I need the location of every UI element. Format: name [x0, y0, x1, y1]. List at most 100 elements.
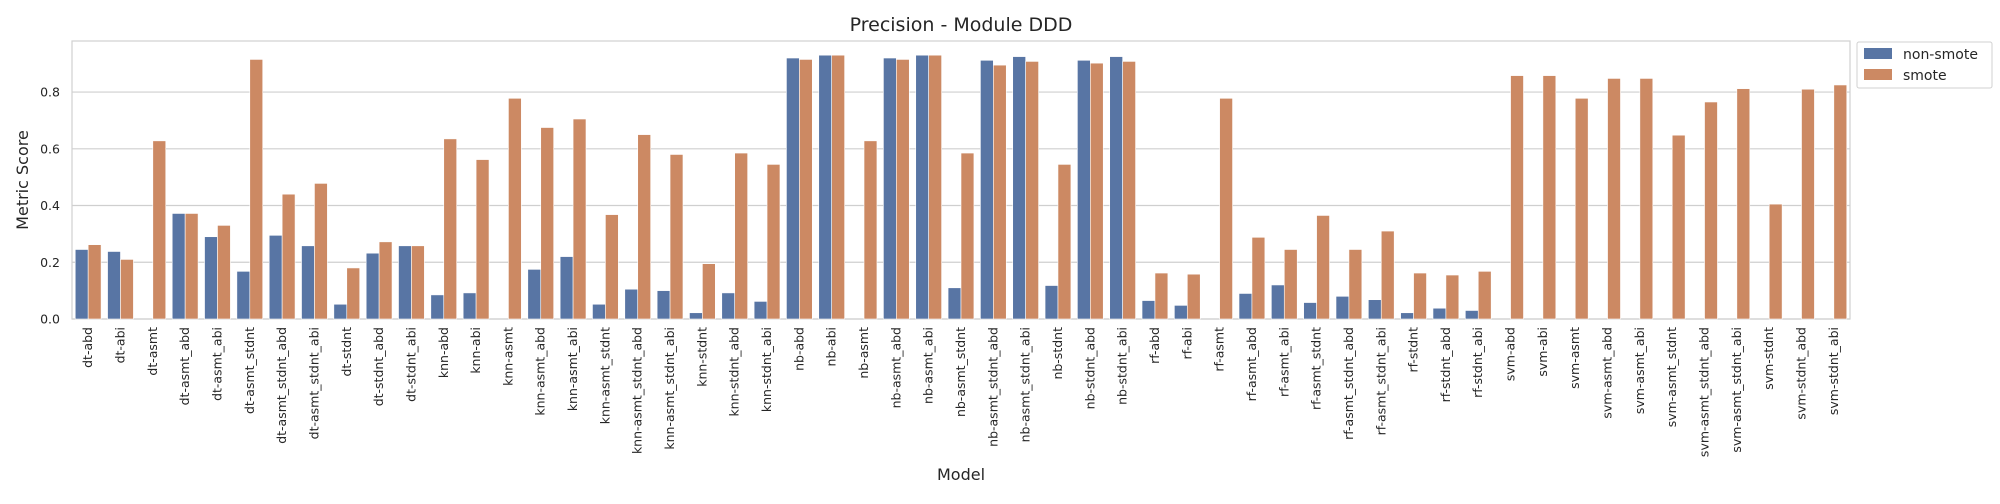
x-tick-label-svm-asmt-stdnt: svm-asmt_stdnt — [1664, 327, 1679, 427]
x-tick-label-svm-asmt-stdnt-abi: svm-asmt_stdnt_abi — [1729, 327, 1744, 453]
x-tick-label-rf-stdnt-abd: rf-stdnt_abd — [1438, 327, 1453, 402]
legend-label-smote: smote — [1903, 68, 1947, 84]
bar-non-smote-dt-asmt-abd — [171, 213, 186, 320]
x-tick-label-svm-asmt: svm-asmt — [1567, 327, 1582, 389]
bar-non-smote-nb-asmt-abd — [883, 57, 897, 320]
bar-smote-rf-asmt-stdnt-abi — [1380, 230, 1395, 320]
bar-smote-knn-asmt-stdnt-abd — [637, 134, 651, 320]
x-tick-label-dt-asmt-stdnt-abd: dt-asmt_stdnt_abd — [274, 327, 289, 444]
bar-smote-rf-asmt — [1219, 98, 1233, 320]
bar-smote-knn-asmt-stdnt — [605, 214, 619, 320]
x-tick-label-nb-abd: nb-abd — [791, 327, 806, 371]
chart-title: Precision - Module DDD — [850, 14, 1073, 36]
x-tick-label-nb-asmt-stdnt-abi: nb-asmt_stdnt_abi — [1018, 327, 1033, 442]
bar-non-smote-dt-abi — [107, 251, 121, 320]
bar-smote-dt-stdnt-abd — [378, 241, 393, 320]
x-tick-label-nb-stdnt: nb-stdnt — [1050, 327, 1065, 380]
x-tick-label-rf-asmt-abi: rf-asmt_abi — [1276, 327, 1291, 397]
x-tick-label-svm-stdnt-abi: svm-stdnt_abi — [1826, 327, 1841, 415]
bar-non-smote-dt-stdnt — [333, 303, 348, 320]
y-tick-label-4: 0.8 — [40, 85, 60, 100]
x-tick-label-nb-asmt-stdnt-abd: nb-asmt_stdnt_abd — [985, 327, 1000, 447]
x-tick-label-dt-asmt: dt-asmt — [145, 327, 160, 376]
x-tick-label-nb-asmt-stdnt: nb-asmt_stdnt — [953, 327, 968, 417]
legend-swatch-non-smote — [1864, 48, 1892, 59]
bar-non-smote-dt-asmt-stdnt — [236, 271, 251, 320]
bar-smote-nb-asmt-abi — [928, 54, 942, 320]
bar-non-smote-rf-abi — [1174, 305, 1188, 320]
x-tick-label-dt-stdnt-abi: dt-stdnt_abi — [403, 327, 418, 402]
bar-smote-svm-stdnt-abd — [1801, 88, 1815, 320]
x-tick-label-rf-asmt-stdnt-abi: rf-asmt_stdnt_abi — [1373, 327, 1388, 435]
bar-non-smote-nb-stdnt — [1044, 285, 1059, 320]
bar-smote-knn-abd — [443, 138, 457, 320]
x-tick-label-nb-abi: nb-abi — [824, 327, 839, 366]
bar-smote-knn-stdnt-abi — [766, 164, 781, 320]
bar-non-smote-nb-asmt-stdnt-abi — [1012, 56, 1026, 320]
x-tick-label-svm-abi: svm-abi — [1535, 327, 1550, 377]
x-tick-label-knn-stdnt-abi: knn-stdnt_abi — [759, 327, 774, 412]
x-tick-label-knn-asmt-stdnt-abd: knn-asmt_stdnt_abd — [630, 327, 645, 454]
bar-non-smote-rf-asmt-abi — [1271, 284, 1285, 320]
legend-swatch-smote — [1864, 69, 1892, 80]
x-tick-label-rf-asmt: rf-asmt — [1212, 327, 1227, 372]
bar-smote-svm-asmt-stdnt-abd — [1704, 101, 1718, 320]
bar-smote-rf-stdnt-abi — [1477, 271, 1492, 320]
x-tick-labels: dt-abd dt-abi dt-asmt dt-asmt_abd dt-asmt_ab… — [80, 327, 1841, 457]
bar-smote-dt-abi — [120, 259, 134, 320]
bar-non-smote-knn-asmt-stdnt — [592, 303, 606, 320]
x-tick-label-knn-abd: knn-abd — [436, 327, 451, 378]
bar-smote-rf-stdnt-abd — [1445, 274, 1460, 320]
bar-smote-dt-asmt — [152, 140, 167, 320]
bar-non-smote-dt-asmt-abi — [204, 236, 218, 320]
bar-non-smote-nb-abd — [786, 57, 800, 320]
x-tick-label-nb-stdnt-abi: nb-stdnt_abi — [1115, 327, 1130, 405]
bar-smote-dt-asmt-stdnt-abi — [314, 183, 328, 320]
bar-smote-svm-asmt-stdnt-abi — [1736, 88, 1751, 320]
y-axis-label: Metric Score — [13, 130, 32, 230]
x-tick-label-dt-abd: dt-abd — [80, 327, 95, 368]
bar-non-smote-rf-stdnt — [1400, 312, 1414, 320]
legend: non-smote smote — [1856, 41, 1993, 89]
bar-non-smote-knn-asmt-stdnt-abi — [656, 290, 671, 320]
bar-smote-nb-asmt — [863, 140, 878, 320]
bar-non-smote-knn-stdnt — [689, 312, 703, 320]
x-tick-label-dt-asmt-stdnt: dt-asmt_stdnt — [242, 327, 257, 414]
x-tick-label-dt-asmt-stdnt-abi: dt-asmt_stdnt_abi — [306, 327, 321, 439]
bar-smote-rf-stdnt — [1413, 272, 1427, 320]
bar-smote-dt-stdnt — [346, 267, 361, 320]
bar-non-smote-rf-asmt-stdnt — [1303, 302, 1317, 320]
x-tick-label-dt-asmt-abi: dt-asmt_abi — [209, 327, 224, 401]
bar-smote-svm-stdnt-abi — [1833, 84, 1848, 320]
x-tick-label-knn-stdnt: knn-stdnt — [694, 327, 709, 387]
x-tick-label-svm-asmt-abi: svm-asmt_abi — [1632, 327, 1647, 414]
bar-smote-svm-asmt-abi — [1639, 78, 1654, 320]
y-tick-label-2: 0.4 — [40, 198, 60, 213]
x-tick-label-rf-abi: rf-abi — [1179, 327, 1194, 359]
x-tick-label-svm-asmt-stdnt-abd: svm-asmt_stdnt_abd — [1697, 327, 1712, 457]
bar-smote-nb-asmt-stdnt — [960, 152, 975, 320]
bar-smote-nb-stdnt-abi — [1122, 61, 1136, 320]
bar-non-smote-rf-asmt-stdnt-abi — [1368, 299, 1382, 320]
bar-non-smote-dt-abd — [74, 249, 89, 320]
x-tick-label-rf-asmt-stdnt: rf-asmt_stdnt — [1309, 327, 1324, 410]
y-tick-label-0: 0.0 — [40, 312, 60, 327]
bar-non-smote-dt-asmt-stdnt-abd — [268, 235, 283, 320]
bar-non-smote-rf-stdnt-abd — [1432, 307, 1447, 320]
bar-smote-knn-stdnt — [702, 263, 716, 320]
x-tick-label-rf-stdnt-abi: rf-stdnt_abi — [1470, 327, 1485, 398]
x-tick-label-dt-stdnt: dt-stdnt — [339, 327, 354, 377]
bar-smote-knn-asmt-stdnt-abi — [669, 154, 684, 320]
x-tick-label-rf-stdnt: rf-stdnt — [1406, 327, 1421, 373]
y-tick-label-3: 0.6 — [40, 141, 60, 156]
x-tick-label-knn-stdnt-abd: knn-stdnt_abd — [727, 327, 742, 417]
x-tick-label-svm-abd: svm-abd — [1503, 327, 1518, 381]
bar-smote-nb-abi — [831, 54, 845, 320]
bar-smote-svm-asmt-stdnt — [1671, 134, 1686, 320]
bar-smote-rf-asmt-stdnt — [1316, 215, 1330, 320]
bar-non-smote-dt-stdnt-abd — [365, 252, 380, 320]
bar-non-smote-knn-asmt-abi — [559, 256, 574, 320]
x-axis-label: Model — [937, 465, 985, 484]
bars — [74, 54, 1848, 320]
x-tick-label-nb-asmt-abi: nb-asmt_abi — [921, 327, 936, 404]
